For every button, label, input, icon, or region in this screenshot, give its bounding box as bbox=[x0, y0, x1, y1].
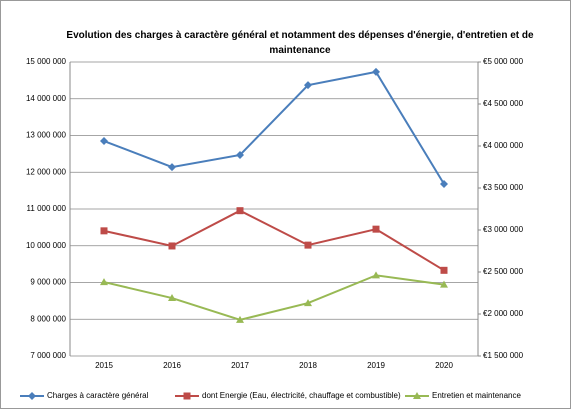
series-line bbox=[103, 70, 445, 185]
legend-label: Entretien et maintenance bbox=[432, 391, 521, 400]
y-tick-label: 10 000 000 bbox=[26, 241, 67, 250]
y-tick-label: 13 000 000 bbox=[26, 131, 67, 140]
y2-tick-label: €5 000 000 bbox=[483, 57, 524, 66]
marker bbox=[168, 242, 176, 250]
marker bbox=[168, 294, 176, 302]
marker bbox=[100, 278, 108, 286]
y2-tick-label: €4 500 000 bbox=[483, 99, 524, 108]
legend-marker bbox=[413, 392, 421, 399]
marker bbox=[372, 225, 380, 233]
x-tick-label: 2015 bbox=[95, 361, 113, 370]
legend-marker bbox=[28, 392, 36, 400]
marker bbox=[304, 241, 312, 249]
chart-title: Evolution des charges à caractère généra… bbox=[66, 30, 534, 56]
series-line bbox=[103, 209, 445, 272]
y2-tick-label: €4 000 000 bbox=[483, 141, 524, 150]
x-tick-label: 2020 bbox=[435, 361, 453, 370]
marker bbox=[236, 315, 244, 323]
marker bbox=[304, 299, 312, 307]
y2-tick-label: €2 500 000 bbox=[483, 267, 524, 276]
marker bbox=[100, 137, 108, 146]
marker bbox=[236, 150, 244, 159]
x-tick-label: 2016 bbox=[163, 361, 181, 370]
legend-marker bbox=[183, 392, 191, 400]
x-tick-label: 2017 bbox=[231, 361, 249, 370]
y-tick-label: 9 000 000 bbox=[30, 278, 66, 287]
y2-tick-label: €2 000 000 bbox=[483, 309, 524, 318]
y-tick-label: 8 000 000 bbox=[30, 314, 66, 323]
y-tick-label: 12 000 000 bbox=[26, 167, 67, 176]
marker bbox=[100, 227, 108, 235]
marker bbox=[372, 271, 380, 279]
y-tick-label: 14 000 000 bbox=[26, 94, 67, 103]
x-tick-label: 2018 bbox=[299, 361, 317, 370]
y2-tick-label: €3 500 000 bbox=[483, 183, 524, 192]
marker bbox=[168, 163, 176, 172]
marker bbox=[440, 180, 448, 189]
marker bbox=[440, 280, 448, 288]
series-line bbox=[103, 274, 445, 321]
x-tick-label: 2019 bbox=[367, 361, 385, 370]
marker bbox=[304, 81, 312, 90]
y-tick-label: 15 000 000 bbox=[26, 57, 67, 66]
y-tick-label: 11 000 000 bbox=[27, 204, 67, 213]
legend-label: Charges à caractère général bbox=[47, 391, 149, 400]
marker bbox=[440, 266, 448, 274]
y2-tick-label: €3 000 000 bbox=[483, 225, 524, 234]
marker bbox=[372, 67, 380, 76]
legend-label: dont Energie (Eau, électricité, chauffag… bbox=[202, 391, 401, 400]
y2-tick-label: €1 500 000 bbox=[483, 351, 524, 360]
y-tick-label: 7 000 000 bbox=[30, 351, 66, 360]
marker bbox=[236, 207, 244, 215]
